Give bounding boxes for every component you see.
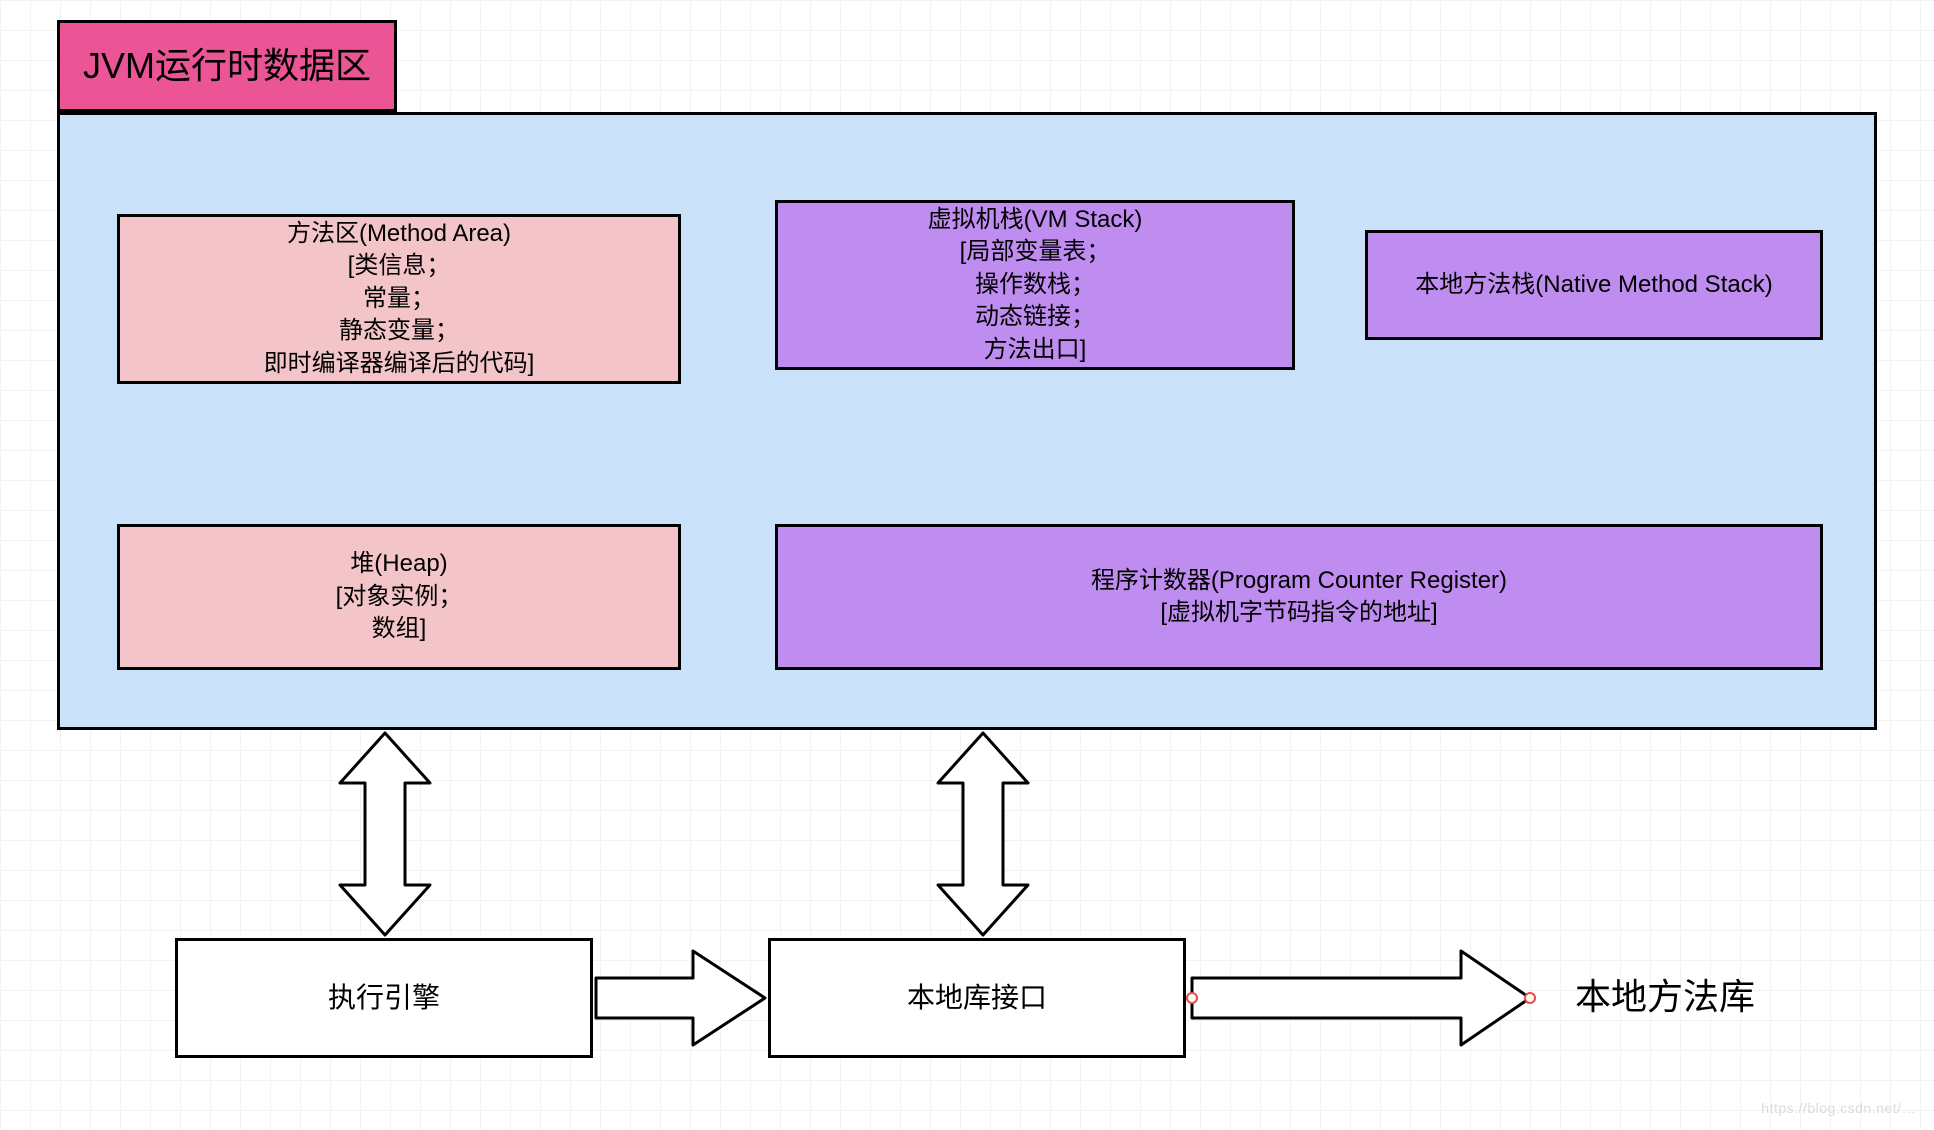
vm-stack-box: 虚拟机栈(VM Stack) [局部变量表； 操作数栈； 动态链接； 方法出口] <box>775 200 1295 370</box>
program-counter-box: 程序计数器(Program Counter Register) [虚拟机字节码指… <box>775 524 1823 670</box>
native-methods-library-label: 本地方法库 <box>1575 968 1755 1020</box>
method-area-text: 方法区(Method Area) [类信息； 常量； 静态变量； 即时编译器编译… <box>264 218 535 380</box>
method-area-box: 方法区(Method Area) [类信息； 常量； 静态变量； 即时编译器编译… <box>117 214 681 384</box>
execution-engine-box: 执行引擎 <box>175 938 593 1058</box>
watermark-text: https://blog.csdn.net/… <box>1761 1100 1916 1116</box>
vm-stack-text: 虚拟机栈(VM Stack) [局部变量表； 操作数栈； 动态链接； 方法出口] <box>928 204 1143 366</box>
heap-text: 堆(Heap) [对象实例； 数组] <box>336 548 463 645</box>
native-lib-interface-box: 本地库接口 <box>768 938 1186 1058</box>
execution-engine-text: 执行引擎 <box>328 979 440 1017</box>
double-arrow-right-icon <box>933 730 1033 938</box>
program-counter-text: 程序计数器(Program Counter Register) [虚拟机字节码指… <box>1091 565 1507 630</box>
double-arrow-left-icon <box>335 730 435 938</box>
title-label: JVM运行时数据区 <box>83 42 371 91</box>
native-method-stack-text: 本地方法栈(Native Method Stack) <box>1415 269 1772 301</box>
heap-box: 堆(Heap) [对象实例； 数组] <box>117 524 681 670</box>
native-method-stack-box: 本地方法栈(Native Method Stack) <box>1365 230 1823 340</box>
diagram-canvas: JVM运行时数据区 方法区(Method Area) [类信息； 常量； 静态变… <box>0 0 1934 1130</box>
arrow-exec-to-native-icon <box>593 946 768 1050</box>
arrow-native-to-library-icon <box>1186 946 1536 1050</box>
title-box: JVM运行时数据区 <box>57 20 397 112</box>
native-lib-interface-text: 本地库接口 <box>907 979 1047 1017</box>
